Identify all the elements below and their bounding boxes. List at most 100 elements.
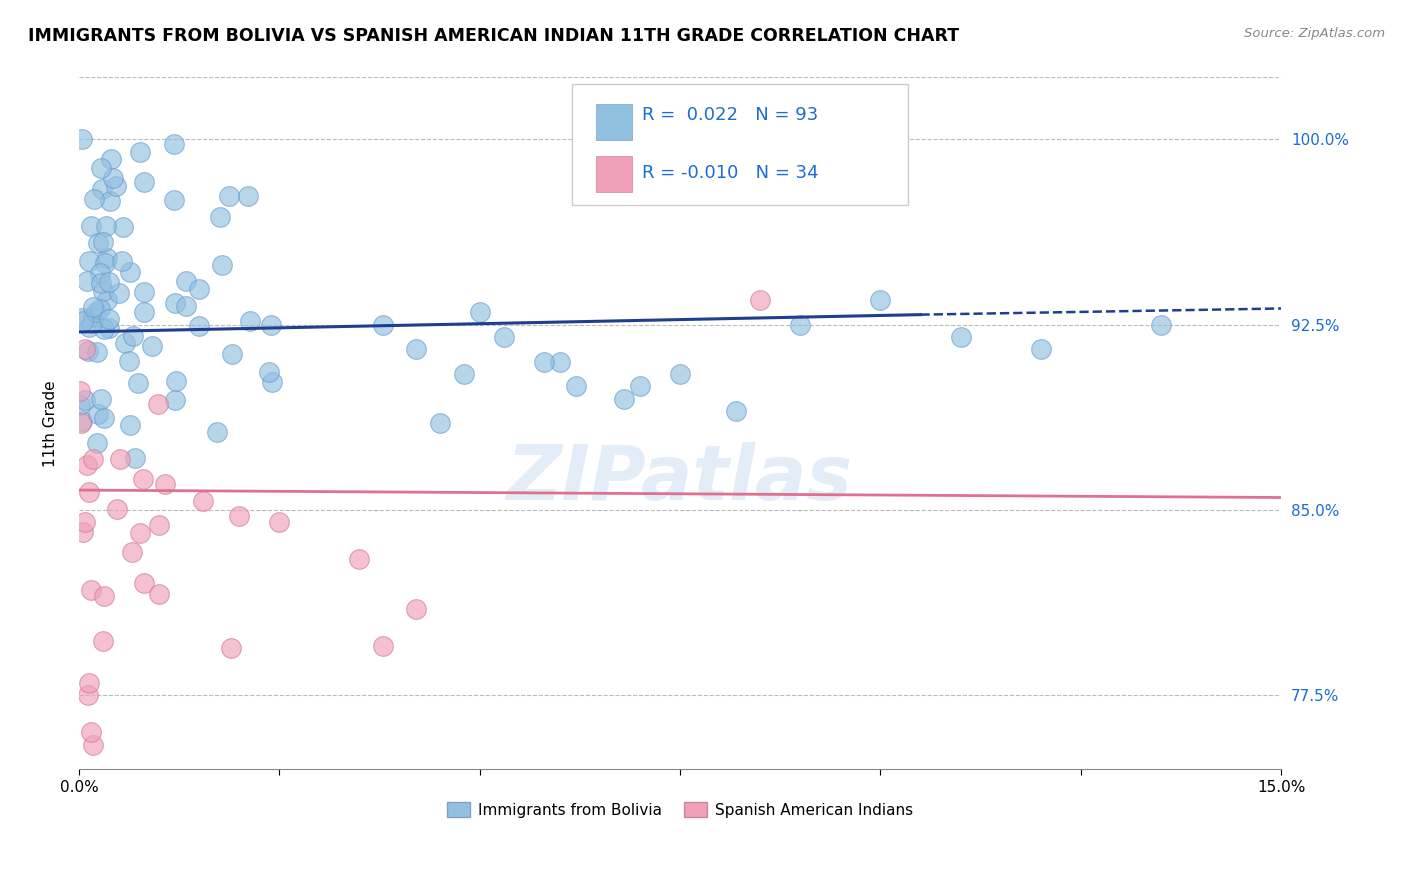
Point [80, 316, 103, 330]
Point [669, 367, 692, 381]
Point [93, 321, 115, 335]
Point [174, 299, 197, 313]
Point [89, 301, 111, 316]
Point [98, 194, 121, 208]
Point [789, 318, 811, 332]
Point [148, 517, 170, 532]
Point [163, 194, 186, 208]
Point [869, 293, 891, 307]
Point [86, 305, 108, 319]
FancyBboxPatch shape [572, 85, 908, 205]
Point [128, 526, 150, 541]
Point [725, 404, 748, 418]
Point [165, 296, 187, 310]
FancyBboxPatch shape [596, 155, 631, 192]
Point [96, 293, 118, 307]
Point [77, 344, 100, 359]
Point [112, 220, 135, 235]
Point [128, 145, 150, 159]
Point [79, 725, 101, 739]
Point [1150, 318, 1173, 332]
Point [97, 276, 120, 290]
Text: ZIPatlas: ZIPatlas [508, 442, 853, 516]
Point [111, 253, 134, 268]
Point [76, 458, 98, 473]
Point [86, 407, 108, 421]
Point [949, 330, 972, 344]
Point [77, 254, 100, 268]
Point [373, 318, 395, 332]
Point [188, 319, 211, 334]
Point [70, 414, 93, 428]
Point [73, 393, 96, 408]
Point [262, 376, 284, 390]
Point [75, 343, 97, 357]
Point [90, 277, 112, 291]
Point [1029, 343, 1052, 357]
Point [83, 192, 105, 206]
Point [533, 354, 555, 368]
Point [468, 305, 491, 319]
Point [121, 545, 143, 559]
Point [124, 451, 146, 466]
Point [69, 399, 91, 413]
Point [69, 384, 91, 399]
Point [100, 153, 122, 167]
Point [349, 552, 371, 566]
Point [91, 633, 114, 648]
Point [165, 375, 187, 389]
Point [191, 493, 214, 508]
Point [91, 235, 114, 249]
Point [132, 575, 155, 590]
Point [453, 367, 475, 381]
Point [405, 343, 427, 357]
Point [127, 376, 149, 391]
Point [70, 132, 93, 146]
Point [101, 170, 124, 185]
Point [548, 354, 571, 368]
Point [72, 314, 94, 328]
Point [188, 282, 211, 296]
Point [118, 354, 141, 368]
Point [93, 411, 115, 425]
Point [93, 590, 115, 604]
Point [165, 393, 187, 408]
Point [118, 417, 141, 432]
Point [219, 640, 242, 655]
Point [218, 189, 240, 203]
Point [73, 515, 96, 529]
FancyBboxPatch shape [596, 103, 631, 140]
Point [132, 175, 155, 189]
Y-axis label: 11th Grade: 11th Grade [44, 380, 58, 467]
Point [87, 235, 110, 250]
Point [132, 472, 155, 486]
Point [108, 285, 131, 300]
Point [97, 312, 120, 326]
Point [259, 318, 281, 333]
Point [91, 181, 114, 195]
Point [238, 313, 260, 327]
Point [174, 274, 197, 288]
Point [613, 392, 636, 406]
Point [405, 601, 427, 615]
Point [492, 330, 515, 344]
Point [72, 525, 94, 540]
Point [82, 452, 104, 467]
Point [146, 397, 169, 411]
Point [94, 219, 117, 233]
Point [82, 310, 104, 324]
Point [69, 417, 91, 431]
Point [97, 321, 120, 335]
Legend: Immigrants from Bolivia, Spanish American Indians: Immigrants from Bolivia, Spanish America… [441, 796, 920, 824]
Point [76, 274, 98, 288]
Text: Source: ZipAtlas.com: Source: ZipAtlas.com [1244, 27, 1385, 40]
Point [94, 256, 117, 270]
Text: R = -0.010   N = 34: R = -0.010 N = 34 [641, 164, 818, 182]
Point [104, 178, 127, 193]
Point [90, 161, 112, 175]
Point [163, 137, 186, 152]
Point [132, 285, 155, 300]
Point [122, 329, 145, 343]
Point [134, 304, 156, 318]
Point [429, 417, 451, 431]
